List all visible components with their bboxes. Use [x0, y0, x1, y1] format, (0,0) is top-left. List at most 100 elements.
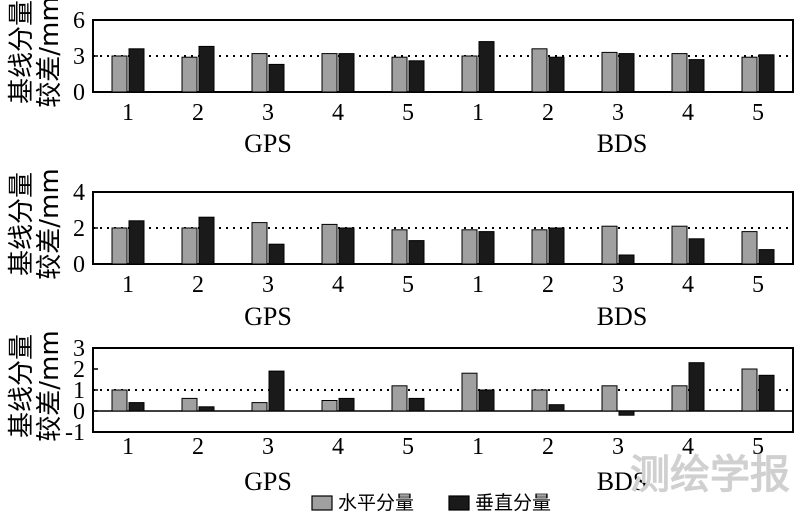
x-tick-label: 3: [262, 100, 274, 126]
bar-horizontal-3: [251, 222, 268, 265]
group-label-bds: BDS: [597, 467, 648, 496]
x-tick-label: 2: [192, 434, 204, 460]
x-tick-label: 3: [262, 434, 274, 460]
bar-vertical-3: [268, 243, 285, 265]
bar-horizontal-7: [531, 229, 548, 265]
bar-horizontal-5: [391, 385, 408, 412]
bar-vertical-1: [128, 402, 145, 412]
bar-vertical-5: [408, 397, 425, 412]
x-tick-label: 1: [472, 100, 484, 126]
bar-vertical-6: [478, 389, 495, 412]
bar-vertical-7: [548, 227, 565, 265]
x-tick-label: 3: [612, 100, 624, 126]
x-tick-label: 1: [472, 434, 484, 460]
x-tick-label: 3: [612, 272, 624, 298]
bar-vertical-6: [478, 231, 495, 265]
x-tick-label: 5: [402, 434, 414, 460]
y-tick-label: 3: [73, 336, 85, 362]
bar-vertical-2: [198, 406, 215, 412]
y-tick-label: -1: [65, 420, 85, 446]
bar-vertical-5: [408, 240, 425, 265]
watermark: 测绘学报: [630, 452, 790, 498]
x-tick-label: 2: [192, 272, 204, 298]
legend: 水平分量 垂直分量: [311, 492, 551, 514]
x-tick-label: 5: [752, 100, 764, 126]
x-tick-label: 5: [402, 100, 414, 126]
bar-horizontal-8: [601, 385, 618, 412]
bar-vertical-8: [618, 53, 635, 93]
bar-vertical-2: [198, 216, 215, 265]
bar-vertical-8: [618, 410, 635, 416]
group-label-bds: BDS: [597, 302, 648, 331]
bar-vertical-8: [618, 254, 635, 265]
bar-horizontal-9: [671, 385, 688, 412]
legend-swatch-vertical: [448, 495, 470, 511]
y-axis-label: 基线分量较差/mm: [7, 168, 65, 279]
x-tick-label: 5: [752, 272, 764, 298]
bar-horizontal-6: [461, 372, 478, 412]
bar-vertical-10: [758, 249, 775, 265]
bar-horizontal-9: [671, 53, 688, 93]
bar-horizontal-1: [111, 55, 128, 93]
bar-vertical-7: [548, 56, 565, 93]
bar-horizontal-10: [741, 368, 758, 412]
y-tick-label: 0: [73, 80, 85, 106]
bar-horizontal-10: [741, 231, 758, 265]
y-tick-label: 6: [73, 8, 85, 34]
bar-vertical-10: [758, 54, 775, 93]
bar-horizontal-2: [181, 56, 198, 93]
bar-horizontal-6: [461, 55, 478, 93]
bar-horizontal-5: [391, 56, 408, 93]
panel-2: 0 2 4 1 2 3 4 5 1 2 3 4 5 GPS BDS 基线分量较差/mm: [7, 168, 794, 331]
bar-horizontal-1: [111, 389, 128, 412]
x-tick-label: 4: [332, 272, 344, 298]
x-tick-label: 3: [612, 434, 624, 460]
bar-vertical-3: [268, 370, 285, 412]
y-axis-label: 基线分量较差/mm: [7, 330, 65, 441]
x-tick-label: 4: [682, 100, 694, 126]
x-tick-label: 4: [682, 272, 694, 298]
bar-vertical-9: [688, 362, 705, 412]
y-tick-label: 2: [73, 216, 85, 242]
y-tick-label: 0: [73, 399, 85, 425]
y-tick-label: 4: [73, 180, 85, 206]
x-tick-label: 2: [542, 272, 554, 298]
bar-horizontal-3: [251, 53, 268, 93]
x-tick-label: 4: [332, 100, 344, 126]
legend-label-horizontal: 水平分量: [338, 492, 414, 514]
bar-vertical-4: [338, 397, 355, 412]
bar-horizontal-3: [251, 402, 268, 412]
x-tick-label: 4: [682, 434, 694, 460]
legend-label-vertical: 垂直分量: [475, 492, 551, 514]
bar-horizontal-8: [601, 51, 618, 93]
group-label-bds: BDS: [597, 129, 648, 158]
y-tick-label: 0: [73, 252, 85, 278]
x-tick-label: 1: [122, 434, 134, 460]
group-label-gps: GPS: [244, 467, 292, 496]
x-tick-label: 5: [402, 272, 414, 298]
bar-horizontal-7: [531, 48, 548, 93]
panel-1: 0 3 6 1 2 3 4 5 1 2 3 4 5 GPS BDS 基线分量较差/mm: [7, 0, 794, 158]
x-tick-label: 1: [472, 272, 484, 298]
bar-vertical-9: [688, 238, 705, 265]
bar-vertical-1: [128, 48, 145, 93]
bar-vertical-5: [408, 60, 425, 93]
bar-horizontal-5: [391, 229, 408, 265]
bar-vertical-9: [688, 59, 705, 93]
y-tick-label: 3: [73, 44, 85, 70]
bar-horizontal-7: [531, 389, 548, 412]
y-tick-label: 2: [73, 357, 85, 383]
x-tick-label: 1: [122, 100, 134, 126]
bar-vertical-1: [128, 220, 145, 265]
group-label-gps: GPS: [244, 302, 292, 331]
x-tick-label: 5: [752, 434, 764, 460]
y-tick-label: 1: [73, 378, 85, 404]
x-tick-label: 1: [122, 272, 134, 298]
x-tick-label: 2: [542, 434, 554, 460]
bar-horizontal-4: [321, 400, 338, 412]
bar-horizontal-8: [601, 225, 618, 265]
x-tick-label: 4: [332, 434, 344, 460]
